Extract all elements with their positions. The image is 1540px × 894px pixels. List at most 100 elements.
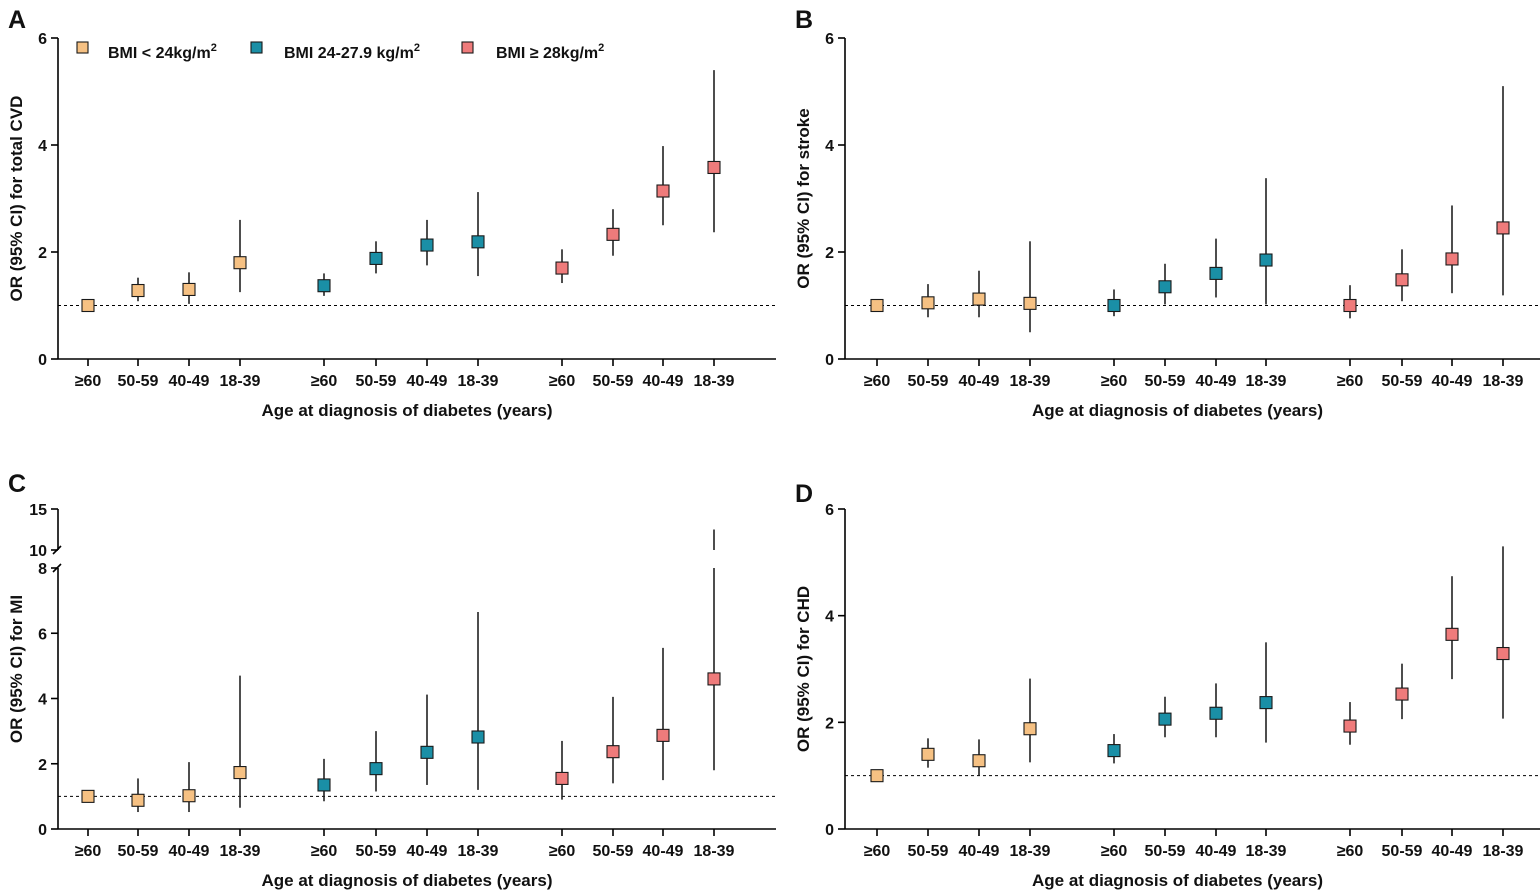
or-point [1259, 696, 1273, 710]
y-tick-label: 2 [825, 715, 834, 732]
or-point [1158, 712, 1172, 726]
series-1 [81, 219, 247, 313]
y-tick-label: 4 [825, 138, 834, 155]
or-point [1107, 744, 1121, 758]
y-tick-label: 2 [38, 245, 47, 262]
panel-letter: A [8, 6, 26, 34]
legend-item: BMI 24-27.9 kg/m2 [250, 41, 420, 62]
x-tick-label: 18-39 [458, 373, 499, 390]
or-point [707, 672, 721, 686]
x-tick-label: 50-59 [908, 373, 949, 390]
or-point [972, 754, 986, 768]
x-tick-label: ≥60 [864, 373, 891, 390]
y-axis-title: OR (95% CI) for stroke [794, 108, 813, 288]
or-point [182, 789, 196, 803]
x-tick-label: 18-39 [1010, 843, 1051, 860]
or-point [471, 235, 485, 249]
x-tick-label: 50-59 [593, 373, 634, 390]
x-axis-title: Age at diagnosis of diabetes (years) [1032, 871, 1323, 890]
or-point [1343, 298, 1357, 313]
x-tick-label: 18-39 [220, 373, 261, 390]
y-axis-title: OR (95% CI) for CHD [794, 586, 813, 752]
or-point [1496, 646, 1510, 661]
or-point [1023, 296, 1037, 310]
or-point [707, 160, 721, 175]
x-tick-label: 50-59 [1382, 373, 1423, 390]
legend-label-text: BMI 24-27.9 kg/m [284, 45, 414, 62]
legend-label: BMI ≥ 28kg/m2 [496, 42, 604, 62]
panel-a: A 0 2 4 6 ≥60 50-59 40-49 18-39 ≥60 50-59 40-49 18-3… [7, 6, 776, 420]
or-point [606, 745, 620, 759]
x-tick-label: 18-39 [1246, 373, 1287, 390]
series-2 [1107, 642, 1273, 764]
or-point [317, 279, 331, 293]
panel-c: C 0 2 4 6 810 15 ≥60 50-59 40-49 18-39 ≥60 50-59 40-4… [7, 470, 776, 890]
panel-letter: C [8, 470, 26, 498]
x-tick-label: 18-39 [458, 843, 499, 860]
or-point [555, 771, 569, 785]
series-3 [555, 529, 721, 800]
x-tick-label: ≥60 [311, 373, 338, 390]
or-point [182, 282, 196, 297]
or-point [1445, 627, 1459, 641]
y-tick-label: 0 [38, 352, 47, 369]
or-point [1395, 687, 1409, 701]
or-point [1107, 298, 1121, 313]
panel-b: B 0 2 4 6 ≥60 50-59 40-49 18-39 ≥60 50-59 40-49 18-3… [794, 6, 1540, 420]
panel-letter: B [795, 6, 813, 34]
or-point [81, 298, 95, 313]
y-tick-label: 0 [825, 822, 834, 839]
y-tick-label: 6 [825, 502, 834, 519]
legend-label-superscript: 2 [211, 42, 217, 54]
y-tick-label: 6 [825, 31, 834, 48]
x-tick-label: ≥60 [75, 843, 102, 860]
x-tick-label: ≥60 [1101, 843, 1128, 860]
x-tick-label: 50-59 [593, 843, 634, 860]
or-point [420, 238, 434, 252]
y-tick-label: 2 [38, 757, 47, 774]
y-tick-label: 4 [825, 609, 834, 626]
or-point [1259, 253, 1273, 267]
or-point [870, 769, 884, 783]
or-point [369, 251, 383, 265]
series-1 [870, 241, 1037, 333]
or-point [317, 778, 331, 792]
y-tick-label: 15 [29, 502, 47, 519]
x-tick-label: 40-49 [1432, 373, 1473, 390]
x-tick-label: 40-49 [407, 843, 448, 860]
x-tick-label: 40-49 [643, 843, 684, 860]
y-tick-label: 8 [38, 561, 47, 578]
x-tick-label: 50-59 [1382, 843, 1423, 860]
or-point [870, 298, 884, 313]
or-point [131, 283, 145, 298]
x-tick-label: ≥60 [549, 843, 576, 860]
or-point [555, 261, 569, 275]
legend-swatch [250, 41, 263, 54]
x-tick-label: 50-59 [356, 843, 397, 860]
legend-label: BMI 24-27.9 kg/m2 [284, 42, 420, 62]
legend-item: BMI < 24kg/m2 [76, 41, 217, 62]
panel-letter: D [795, 480, 813, 508]
legend-swatch [461, 41, 474, 54]
or-point [1158, 280, 1172, 294]
or-point [420, 745, 434, 759]
x-tick-label: 40-49 [407, 373, 448, 390]
or-point [921, 747, 935, 761]
x-tick-label: 50-59 [118, 373, 159, 390]
x-tick-label: 40-49 [1196, 843, 1237, 860]
x-tick-label: ≥60 [864, 843, 891, 860]
or-point [972, 292, 986, 306]
x-tick-label: 18-39 [1246, 843, 1287, 860]
x-tick-label: 50-59 [118, 843, 159, 860]
legend-label-superscript: 2 [414, 42, 420, 54]
or-point [1023, 722, 1037, 736]
series-1 [81, 675, 247, 813]
series-2 [317, 612, 485, 802]
y-tick-label: 2 [825, 245, 834, 262]
y-axis-title: OR (95% CI) for MI [7, 595, 26, 743]
or-point [81, 789, 95, 803]
y-tick-label: 6 [38, 626, 47, 643]
x-tick-label: 18-39 [1010, 373, 1051, 390]
x-tick-label: 18-39 [694, 373, 735, 390]
x-tick-label: ≥60 [75, 373, 102, 390]
